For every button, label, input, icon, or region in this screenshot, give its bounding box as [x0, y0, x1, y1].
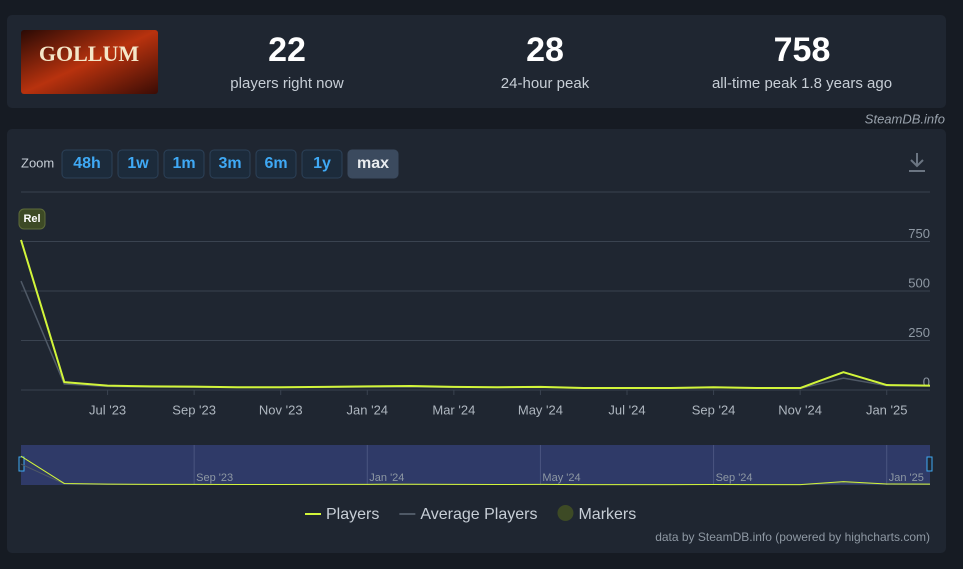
x-tick-label: Sep '24 — [692, 402, 736, 417]
zoom-button-label[interactable]: 3m — [218, 155, 241, 172]
zoom-button[interactable] — [209, 149, 251, 179]
zoom-button-label[interactable]: 1m — [172, 155, 195, 172]
zoom-label: Zoom — [21, 155, 54, 170]
zoom-button-label[interactable]: 6m — [264, 155, 287, 172]
credits: data by SteamDB.info (powered by highcha… — [655, 530, 930, 544]
stat-value: 28 — [526, 31, 564, 69]
zoom-button[interactable] — [117, 149, 159, 179]
stat-value: 758 — [774, 31, 831, 69]
y-tick-label: 750 — [908, 226, 930, 241]
x-tick-label: Nov '24 — [778, 402, 822, 417]
zoom-button[interactable] — [61, 149, 113, 179]
logo-text: GOLLUM — [39, 41, 139, 66]
x-tick-label: Jul '23 — [89, 402, 126, 417]
legend-label[interactable]: Average Players — [420, 506, 537, 523]
stat-label: all-time peak 1.8 years ago — [712, 75, 892, 92]
navigator-tick-label: Jan '24 — [369, 472, 404, 484]
zoom-button-label[interactable]: 48h — [73, 155, 101, 172]
navigator-background — [21, 445, 930, 485]
navigator-tick-label: Sep '24 — [716, 472, 753, 484]
zoom-button[interactable] — [301, 149, 343, 179]
y-tick-label: 250 — [908, 325, 930, 340]
navigator-tick-label: May '24 — [542, 472, 580, 484]
zoom-button-label[interactable]: 1w — [127, 155, 149, 172]
legend-label[interactable]: Players — [326, 506, 379, 523]
zoom-button[interactable] — [347, 149, 399, 179]
navigator-line — [20, 455, 931, 486]
marker-flag — [18, 208, 46, 230]
x-tick-label: Jan '25 — [866, 402, 908, 417]
zoom-button[interactable] — [255, 149, 297, 179]
x-tick-label: May '24 — [518, 402, 563, 417]
legend-swatch — [557, 505, 574, 521]
stat-label: 24-hour peak — [501, 75, 590, 92]
zoom-button-label[interactable]: max — [357, 155, 389, 172]
stat-value: 22 — [268, 31, 306, 69]
x-tick-label: Mar '24 — [432, 402, 475, 417]
navigator-tick-label: Sep '23 — [196, 472, 233, 484]
legend-label[interactable]: Markers — [578, 506, 636, 523]
series-line — [20, 239, 931, 390]
x-tick-label: Jan '24 — [347, 402, 389, 417]
stat-label: players right now — [230, 75, 344, 92]
zoom-button-label[interactable]: 1y — [313, 155, 331, 172]
navigator-handle[interactable] — [926, 456, 933, 472]
marker-label: Rel — [23, 213, 40, 225]
y-tick-label: 500 — [908, 275, 930, 290]
game-logo — [21, 30, 158, 94]
x-tick-label: Nov '23 — [259, 402, 303, 417]
x-tick-label: Sep '23 — [172, 402, 216, 417]
x-tick-label: Jul '24 — [608, 402, 645, 417]
navigator-tick-label: Jan '25 — [889, 472, 924, 484]
source-link[interactable]: SteamDB.info — [865, 111, 945, 126]
zoom-button[interactable] — [163, 149, 205, 179]
download-icon[interactable] — [909, 153, 925, 172]
y-tick-label: 0 — [923, 374, 930, 389]
stats-panel — [7, 15, 946, 108]
